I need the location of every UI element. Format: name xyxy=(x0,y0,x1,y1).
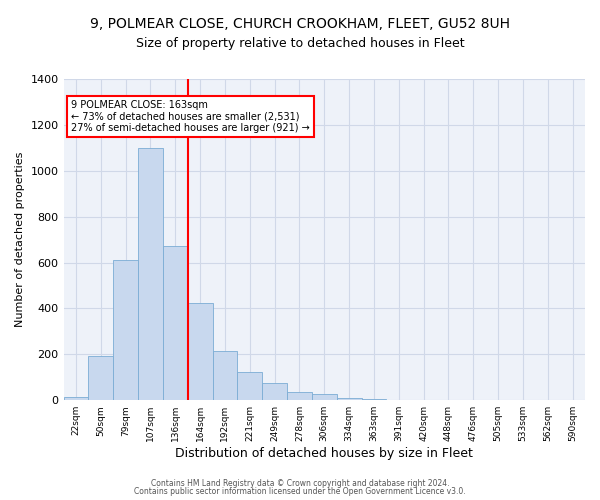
Bar xyxy=(312,394,337,400)
Text: 9 POLMEAR CLOSE: 163sqm
← 73% of detached houses are smaller (2,531)
27% of semi: 9 POLMEAR CLOSE: 163sqm ← 73% of detache… xyxy=(71,100,310,133)
Bar xyxy=(337,398,362,400)
Bar xyxy=(188,302,212,400)
Bar xyxy=(287,392,312,400)
Text: Contains HM Land Registry data © Crown copyright and database right 2024.: Contains HM Land Registry data © Crown c… xyxy=(151,478,449,488)
Y-axis label: Number of detached properties: Number of detached properties xyxy=(15,152,25,328)
Bar xyxy=(88,356,113,400)
Bar xyxy=(238,372,262,400)
Text: Contains public sector information licensed under the Open Government Licence v3: Contains public sector information licen… xyxy=(134,487,466,496)
Bar xyxy=(64,397,88,400)
Text: 9, POLMEAR CLOSE, CHURCH CROOKHAM, FLEET, GU52 8UH: 9, POLMEAR CLOSE, CHURCH CROOKHAM, FLEET… xyxy=(90,18,510,32)
Bar xyxy=(163,246,188,400)
Text: Size of property relative to detached houses in Fleet: Size of property relative to detached ho… xyxy=(136,38,464,51)
Bar xyxy=(262,383,287,400)
X-axis label: Distribution of detached houses by size in Fleet: Distribution of detached houses by size … xyxy=(175,447,473,460)
Bar xyxy=(113,260,138,400)
Bar xyxy=(362,399,386,400)
Bar xyxy=(138,148,163,400)
Bar xyxy=(212,351,238,400)
